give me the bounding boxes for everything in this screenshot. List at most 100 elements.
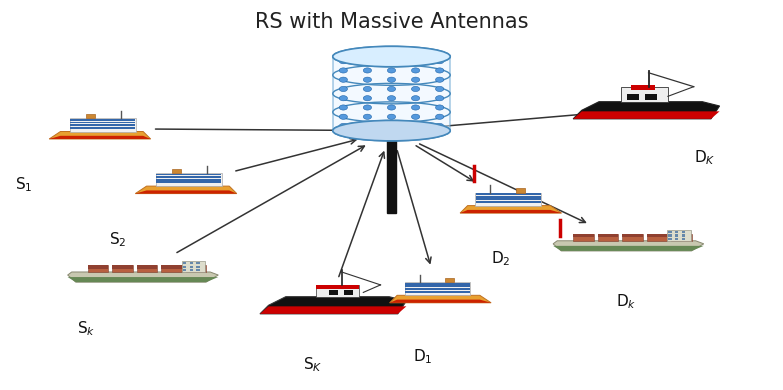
Ellipse shape <box>339 86 348 92</box>
FancyBboxPatch shape <box>573 234 594 238</box>
Polygon shape <box>553 246 704 251</box>
FancyBboxPatch shape <box>186 266 206 272</box>
Polygon shape <box>405 282 471 295</box>
FancyBboxPatch shape <box>622 234 643 238</box>
FancyBboxPatch shape <box>156 174 221 176</box>
FancyBboxPatch shape <box>631 85 655 90</box>
Ellipse shape <box>388 105 395 110</box>
Ellipse shape <box>363 96 372 101</box>
Polygon shape <box>260 307 406 314</box>
FancyBboxPatch shape <box>197 262 200 264</box>
Ellipse shape <box>363 123 372 129</box>
FancyBboxPatch shape <box>316 285 359 297</box>
FancyBboxPatch shape <box>446 278 454 282</box>
FancyBboxPatch shape <box>682 231 685 233</box>
FancyBboxPatch shape <box>476 198 541 200</box>
FancyBboxPatch shape <box>627 94 639 99</box>
FancyBboxPatch shape <box>316 285 359 289</box>
FancyBboxPatch shape <box>70 127 135 129</box>
Polygon shape <box>135 186 236 193</box>
FancyBboxPatch shape <box>406 291 471 292</box>
Polygon shape <box>573 112 720 119</box>
FancyBboxPatch shape <box>88 266 108 269</box>
Ellipse shape <box>435 96 444 101</box>
Ellipse shape <box>412 77 420 82</box>
FancyBboxPatch shape <box>476 193 541 195</box>
Polygon shape <box>67 277 218 282</box>
FancyBboxPatch shape <box>113 266 133 272</box>
Ellipse shape <box>339 96 348 101</box>
Ellipse shape <box>339 68 348 73</box>
FancyBboxPatch shape <box>156 181 221 183</box>
Ellipse shape <box>339 114 348 119</box>
FancyBboxPatch shape <box>406 283 471 285</box>
FancyBboxPatch shape <box>183 262 186 264</box>
Ellipse shape <box>339 105 348 110</box>
FancyBboxPatch shape <box>137 266 157 269</box>
Polygon shape <box>390 300 491 303</box>
FancyBboxPatch shape <box>573 234 594 241</box>
FancyBboxPatch shape <box>675 231 679 233</box>
FancyBboxPatch shape <box>183 269 186 271</box>
FancyBboxPatch shape <box>70 124 135 126</box>
FancyBboxPatch shape <box>406 285 471 287</box>
FancyBboxPatch shape <box>70 119 135 121</box>
Ellipse shape <box>412 68 420 73</box>
FancyBboxPatch shape <box>647 234 667 241</box>
FancyBboxPatch shape <box>598 234 619 241</box>
FancyBboxPatch shape <box>182 261 205 272</box>
FancyBboxPatch shape <box>183 266 186 268</box>
FancyBboxPatch shape <box>113 266 133 269</box>
FancyBboxPatch shape <box>516 188 525 193</box>
FancyBboxPatch shape <box>675 238 679 240</box>
Ellipse shape <box>388 114 395 119</box>
FancyBboxPatch shape <box>172 169 181 173</box>
Polygon shape <box>49 136 150 139</box>
FancyBboxPatch shape <box>189 266 193 268</box>
FancyBboxPatch shape <box>88 266 108 272</box>
Text: S$_k$: S$_k$ <box>77 320 96 339</box>
FancyBboxPatch shape <box>329 291 338 295</box>
FancyBboxPatch shape <box>186 266 206 269</box>
FancyBboxPatch shape <box>189 262 193 264</box>
FancyBboxPatch shape <box>675 234 679 236</box>
Ellipse shape <box>363 68 372 73</box>
Text: S$_2$: S$_2$ <box>109 230 126 249</box>
Ellipse shape <box>339 123 348 129</box>
Polygon shape <box>70 119 135 131</box>
FancyBboxPatch shape <box>406 288 471 290</box>
Text: S$_1$: S$_1$ <box>15 176 32 194</box>
Ellipse shape <box>363 105 372 110</box>
Polygon shape <box>67 272 218 282</box>
Ellipse shape <box>435 58 444 64</box>
Text: D$_1$: D$_1$ <box>413 347 433 366</box>
Ellipse shape <box>435 105 444 110</box>
Ellipse shape <box>363 114 372 119</box>
FancyBboxPatch shape <box>682 238 685 240</box>
Ellipse shape <box>435 77 444 82</box>
Ellipse shape <box>388 58 395 64</box>
Ellipse shape <box>435 68 444 73</box>
Ellipse shape <box>412 123 420 129</box>
Ellipse shape <box>435 114 444 119</box>
FancyBboxPatch shape <box>476 201 541 203</box>
FancyBboxPatch shape <box>387 127 396 213</box>
FancyBboxPatch shape <box>156 179 221 181</box>
Text: D$_k$: D$_k$ <box>616 292 637 311</box>
Text: D$_2$: D$_2$ <box>492 250 511 268</box>
FancyBboxPatch shape <box>476 196 541 198</box>
Ellipse shape <box>339 77 348 82</box>
Ellipse shape <box>388 123 395 129</box>
Polygon shape <box>460 206 561 213</box>
Polygon shape <box>156 173 222 186</box>
Polygon shape <box>49 131 150 139</box>
Ellipse shape <box>412 86 420 92</box>
FancyBboxPatch shape <box>622 234 643 241</box>
Ellipse shape <box>363 77 372 82</box>
FancyBboxPatch shape <box>197 269 200 271</box>
Ellipse shape <box>412 114 420 119</box>
Text: RS with Massive Antennas: RS with Massive Antennas <box>254 12 529 32</box>
Polygon shape <box>475 193 541 206</box>
FancyBboxPatch shape <box>70 122 135 124</box>
FancyBboxPatch shape <box>161 266 182 272</box>
